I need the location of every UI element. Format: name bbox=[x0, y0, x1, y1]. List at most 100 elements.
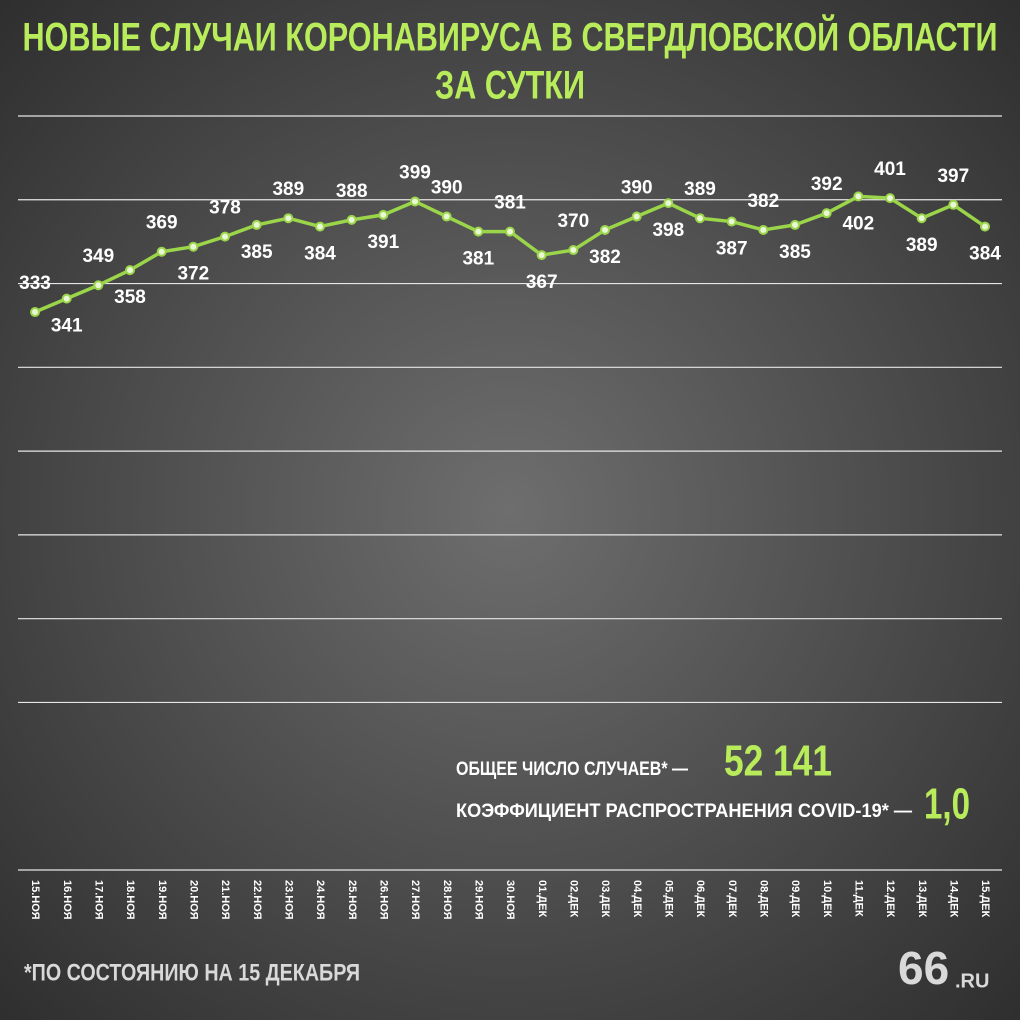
x-tick-label: 01.ДЕК bbox=[536, 880, 548, 917]
logo: 66 bbox=[898, 942, 949, 994]
x-tick-label: 03.ДЕК bbox=[599, 880, 611, 917]
value-label: 341 bbox=[51, 316, 83, 337]
x-tick-label: 21.НОЯ bbox=[219, 880, 231, 920]
annotation-label: ОБЩЕЕ ЧИСЛО СЛУЧАЕВ* — bbox=[456, 759, 688, 780]
point bbox=[790, 219, 800, 230]
x-tick-label: 05.ДЕК bbox=[662, 880, 674, 917]
point bbox=[346, 214, 357, 225]
point bbox=[821, 208, 832, 219]
x-tick-label: 17.НОЯ bbox=[92, 880, 104, 920]
x-tick-label: 02.ДЕК bbox=[567, 880, 579, 917]
point bbox=[473, 226, 484, 237]
point bbox=[220, 231, 230, 242]
x-tick-label: 24.НОЯ bbox=[314, 880, 326, 920]
point bbox=[283, 213, 294, 224]
value-label: 389 bbox=[272, 179, 304, 200]
point bbox=[156, 246, 167, 257]
value-label: 401 bbox=[874, 159, 906, 180]
x-tick-label: 04.ДЕК bbox=[631, 880, 643, 917]
x-tick-label: 16.НОЯ bbox=[61, 880, 73, 920]
point bbox=[125, 265, 135, 276]
value-label: 367 bbox=[526, 272, 558, 293]
value-label: 389 bbox=[906, 235, 938, 256]
value-label: 382 bbox=[747, 191, 779, 212]
point bbox=[758, 224, 769, 235]
point bbox=[61, 293, 72, 304]
x-tick-label: 25.НОЯ bbox=[346, 880, 358, 920]
value-label: 387 bbox=[716, 239, 748, 260]
x-tick-label: 26.НОЯ bbox=[377, 880, 389, 920]
point bbox=[93, 280, 104, 291]
x-tick-label: 07.ДЕК bbox=[726, 880, 738, 917]
x-tick-label: 19.НОЯ bbox=[156, 880, 168, 920]
footnote: *ПО СОСТОЯНИЮ НА 15 ДЕКАБРЯ bbox=[24, 959, 360, 986]
value-label: 390 bbox=[621, 178, 653, 199]
point bbox=[188, 241, 199, 252]
x-tick-label: 23.НОЯ bbox=[282, 880, 294, 920]
value-label: 358 bbox=[114, 287, 146, 308]
x-tick-label: 11.ДЕК bbox=[852, 880, 864, 917]
point bbox=[916, 213, 927, 224]
value-label: 384 bbox=[304, 244, 336, 265]
annotation-value: 52 141 bbox=[724, 737, 832, 786]
point bbox=[568, 245, 579, 256]
x-tick-label: 10.ДЕК bbox=[821, 880, 833, 917]
point bbox=[980, 221, 990, 232]
annotation-value: 1,0 bbox=[924, 780, 970, 829]
point bbox=[853, 191, 864, 202]
annotation-label: КОЭФФИЦИЕНТ РАСПРОСТРАНЕНИЯ COVID-19* — bbox=[456, 801, 912, 822]
point bbox=[315, 221, 325, 232]
point bbox=[948, 199, 959, 210]
x-tick-label: 28.НОЯ bbox=[441, 880, 453, 920]
point bbox=[885, 193, 895, 204]
x-tick-label: 14.ДЕК bbox=[947, 880, 959, 917]
x-tick-label: 12.ДЕК bbox=[884, 880, 896, 917]
value-label: 384 bbox=[969, 244, 1001, 265]
x-tick-label: 18.НОЯ bbox=[124, 880, 136, 920]
value-label: 381 bbox=[494, 193, 526, 214]
point bbox=[600, 224, 610, 235]
point bbox=[695, 213, 705, 224]
value-label: 381 bbox=[462, 249, 494, 270]
point bbox=[378, 209, 389, 220]
x-tick-label: 29.НОЯ bbox=[472, 880, 484, 920]
value-label: 369 bbox=[146, 213, 178, 234]
value-label: 389 bbox=[684, 179, 716, 200]
x-tick-label: 06.ДЕК bbox=[694, 880, 706, 917]
point bbox=[251, 219, 262, 230]
point bbox=[663, 198, 674, 209]
chart-title: НОВЫЕ СЛУЧАИ КОРОНАВИРУСА В СВЕРДЛОВСКОЙ… bbox=[23, 14, 998, 60]
point bbox=[441, 211, 452, 222]
point bbox=[30, 307, 40, 318]
value-label: 402 bbox=[842, 213, 874, 234]
logo: .RU bbox=[955, 970, 989, 992]
value-label: 333 bbox=[19, 273, 51, 294]
point bbox=[726, 216, 737, 227]
value-label: 399 bbox=[399, 162, 431, 183]
value-label: 385 bbox=[241, 242, 273, 263]
x-tick-label: 22.НОЯ bbox=[251, 880, 263, 920]
value-label: 397 bbox=[937, 166, 969, 187]
point bbox=[505, 226, 515, 237]
x-tick-label: 15.ДЕК bbox=[979, 880, 991, 917]
value-label: 391 bbox=[367, 232, 399, 253]
chart-title: ЗА СУТКИ bbox=[435, 64, 585, 108]
value-label: 390 bbox=[431, 178, 463, 199]
value-label: 388 bbox=[336, 181, 368, 202]
value-label: 385 bbox=[779, 242, 811, 263]
x-tick-label: 20.НОЯ bbox=[187, 880, 199, 920]
x-tick-label: 13.ДЕК bbox=[916, 880, 928, 917]
x-tick-label: 09.ДЕК bbox=[789, 880, 801, 917]
value-label: 349 bbox=[82, 246, 114, 267]
value-label: 372 bbox=[177, 264, 209, 285]
x-tick-label: 08.ДЕК bbox=[757, 880, 769, 917]
value-label: 382 bbox=[589, 247, 621, 268]
point bbox=[536, 250, 547, 261]
value-label: 392 bbox=[811, 174, 843, 195]
value-label: 398 bbox=[652, 220, 684, 241]
point bbox=[410, 196, 420, 207]
point bbox=[631, 211, 642, 222]
value-label: 370 bbox=[557, 211, 589, 232]
